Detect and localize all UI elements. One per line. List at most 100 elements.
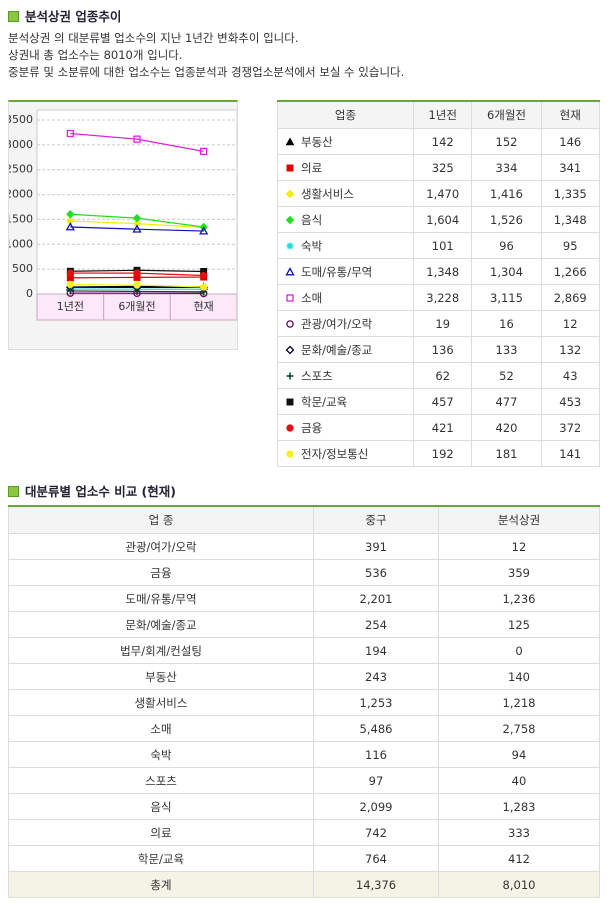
- legend-row: 스포츠 62 52 43: [277, 362, 600, 389]
- legend-row: 전자/정보통신 192 181 141: [277, 440, 600, 467]
- table-row: 부동산 243 140: [8, 663, 600, 690]
- y-tick-label: 3500: [9, 113, 33, 126]
- legend-row: 생활서비스 1,470 1,416 1,335: [277, 180, 600, 207]
- table-cell: 40: [438, 767, 600, 794]
- value-cell: 12: [540, 310, 600, 337]
- table-cell: 도매/유통/무역: [8, 585, 314, 612]
- value-cell: 152: [471, 128, 542, 155]
- table-row: 의료 742 333: [8, 819, 600, 846]
- header-cell: 분석상권: [438, 505, 600, 534]
- table-cell: 문화/예술/종교: [8, 611, 314, 638]
- legend-row: 소매 3,228 3,115 2,869: [277, 284, 600, 311]
- value-cell: 136: [412, 336, 473, 363]
- data-point: [199, 226, 209, 235]
- table-cell: 14,376: [313, 871, 439, 898]
- table-cell: 94: [438, 741, 600, 768]
- value-cell: 133: [471, 336, 542, 363]
- legend-label: 관광/여가/오락: [301, 316, 373, 331]
- value-cell: 1,604: [412, 206, 473, 233]
- header-cell: 6개월전: [471, 100, 542, 129]
- y-tick-label: 500: [12, 262, 33, 275]
- intro-line: 중분류 및 소분류에 대한 업소수는 업종분석과 경쟁업소분석에서 보실 수 있…: [8, 65, 405, 79]
- value-cell: 1,335: [540, 180, 600, 207]
- table-row: 관광/여가/오락 391 12: [8, 533, 600, 560]
- legend-marker: [286, 319, 294, 328]
- legend-label: 금융: [301, 420, 323, 435]
- section-title: 대분류별 업소수 비교 (현재): [8, 481, 176, 500]
- y-tick-label: 0: [26, 287, 33, 300]
- legend-row: 의료 325 334 341: [277, 154, 600, 181]
- table-cell: 2,201: [313, 585, 439, 612]
- legend-marker-shape: [285, 215, 295, 224]
- header-cell: 현재: [540, 100, 600, 129]
- value-cell: 1,348: [412, 258, 473, 285]
- legend-marker: [285, 266, 295, 275]
- legend-marker-shape: [286, 372, 294, 379]
- table-row: 금융 536 359: [8, 559, 600, 586]
- value-cell: 325: [412, 154, 473, 181]
- table-cell: 관광/여가/오락: [8, 533, 314, 560]
- table-cell: 학문/교육: [8, 845, 314, 872]
- series-line: [70, 226, 204, 232]
- data-point: [66, 269, 74, 277]
- legend-label: 의료: [301, 160, 323, 175]
- table-cell: 소매: [8, 715, 314, 742]
- legend-label: 문화/예술/종교: [301, 342, 373, 357]
- table-row: 총계 14,376 8,010: [8, 871, 600, 898]
- table-row: 스포츠 97 40: [8, 767, 600, 794]
- table-cell: 1,218: [438, 689, 600, 716]
- y-tick-label: 3000: [9, 138, 33, 151]
- legend-label: 숙박: [301, 238, 323, 253]
- table-cell: 391: [313, 533, 439, 560]
- legend-cell: 도매/유통/무역: [277, 258, 414, 285]
- legend-row: 학문/교육 457 477 453: [277, 388, 600, 415]
- value-cell: 421: [412, 414, 473, 441]
- legend-cell: 전자/정보통신: [277, 440, 414, 467]
- legend-cell: 학문/교육: [277, 388, 414, 415]
- data-point: [132, 213, 142, 223]
- header-row: 업 종 중구 분석상권: [8, 505, 600, 534]
- value-cell: 3,228: [412, 284, 473, 311]
- table-cell: 194: [313, 637, 439, 664]
- table-cell: 536: [313, 559, 439, 586]
- value-cell: 3,115: [471, 284, 542, 311]
- data-point: [66, 287, 74, 295]
- table-cell: 1,236: [438, 585, 600, 612]
- legend-marker: [286, 372, 294, 379]
- legend-marker: [286, 398, 294, 405]
- data-point: [133, 135, 141, 143]
- value-cell: 181: [471, 440, 542, 467]
- legend-marker-shape: [285, 136, 295, 145]
- legend-marker: [286, 242, 294, 249]
- y-tick-label: 2000: [9, 188, 33, 201]
- value-cell: 1,266: [540, 258, 600, 285]
- legend-row: 도매/유통/무역 1,348 1,304 1,266: [277, 258, 600, 285]
- legend-marker-shape: [286, 242, 294, 249]
- table-cell: 음식: [8, 793, 314, 820]
- legend-marker-shape: [286, 423, 294, 432]
- table-row: 도매/유통/무역 2,201 1,236: [8, 585, 600, 612]
- x-tick-label: 현재: [194, 300, 214, 313]
- legend-label: 부동산: [301, 134, 333, 149]
- table-cell: 의료: [8, 819, 314, 846]
- value-cell: 334: [471, 154, 542, 181]
- section-title: 분석상권 업종추이: [8, 6, 121, 25]
- header-cell: 업 종: [8, 505, 314, 534]
- value-cell: 1,348: [540, 206, 600, 233]
- legend-cell: 음식: [277, 206, 414, 233]
- table-cell: 총계: [8, 871, 314, 898]
- data-point: [132, 224, 142, 233]
- legend-marker: [285, 189, 295, 198]
- value-cell: 457: [412, 388, 473, 415]
- data-point: [200, 271, 208, 280]
- legend-marker: [285, 215, 295, 224]
- legend-cell: 의료: [277, 154, 414, 181]
- legend-marker: [285, 345, 295, 354]
- value-cell: 372: [540, 414, 600, 441]
- y-tick-label: 1500: [9, 212, 33, 225]
- legend-row: 문화/예술/종교 136 133 132: [277, 336, 600, 363]
- table-cell: 숙박: [8, 741, 314, 768]
- x-category-cell: [36, 293, 105, 321]
- series-line: [70, 132, 204, 152]
